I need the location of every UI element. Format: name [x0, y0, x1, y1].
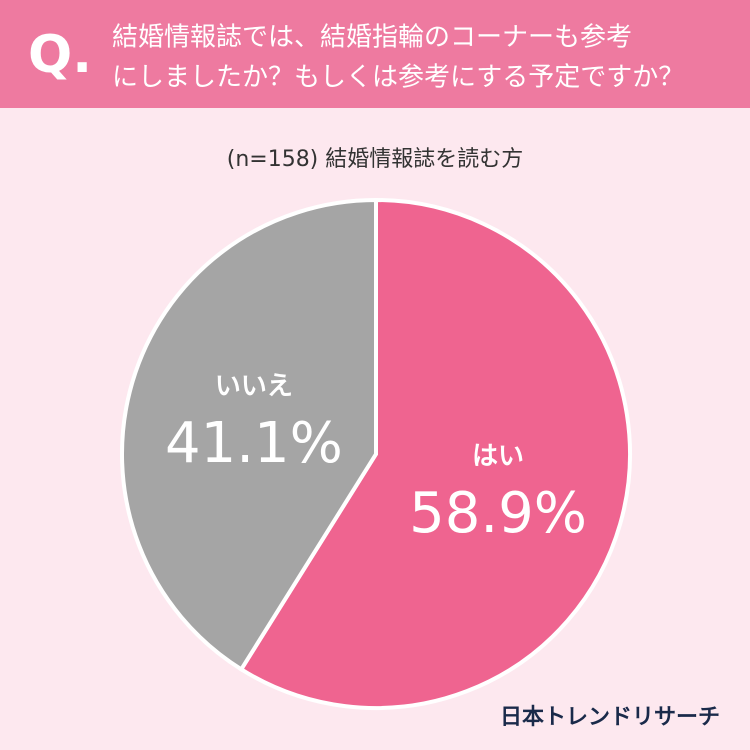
pie-slice: [238, 197, 632, 710]
pie-slice: [120, 197, 378, 673]
source-logo: 日本トレンドリサーチ: [500, 705, 720, 730]
slice-value-label: 58.9%: [409, 481, 587, 546]
header-band: [0, 0, 750, 108]
subtitle: (n=158) 結婚情報誌を読む方: [227, 147, 524, 172]
title-line: にしましたか？もしくは参考にする予定ですか？: [112, 63, 684, 93]
question-badge: Q.: [28, 25, 92, 85]
slice-category-label: はい: [472, 442, 524, 472]
slice-value-label: 41.1%: [165, 411, 343, 476]
slice-category-label: いいえ: [215, 371, 293, 401]
title-line: 結婚情報誌では、結婚指輪のコーナーも参考: [112, 23, 632, 53]
